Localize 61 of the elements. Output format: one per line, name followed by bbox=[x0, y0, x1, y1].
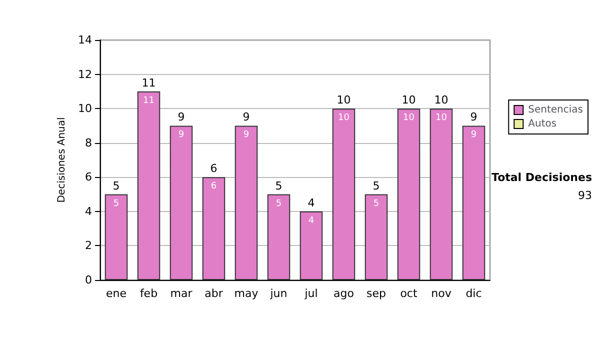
x-tick-label: mar bbox=[170, 287, 193, 300]
total-label: 10 bbox=[336, 94, 351, 107]
data-label: 5 bbox=[276, 198, 282, 209]
bar bbox=[104, 194, 128, 280]
total-label: 6 bbox=[210, 162, 218, 176]
total-label: 5 bbox=[372, 179, 380, 192]
x-tick-label: sep bbox=[366, 287, 386, 300]
y-tick-label: 12 bbox=[78, 68, 92, 81]
data-label: 4 bbox=[308, 216, 314, 226]
total-label: 5 bbox=[112, 179, 120, 192]
data-label: 10 bbox=[338, 113, 350, 124]
bar bbox=[462, 126, 486, 280]
bar bbox=[397, 108, 420, 280]
x-tick-label: ago bbox=[334, 287, 354, 300]
bar bbox=[202, 177, 226, 280]
x-tick-label: nov bbox=[431, 287, 452, 300]
text: Total Decisiones bbox=[492, 171, 592, 184]
data-label: 10 bbox=[403, 113, 415, 124]
y-tick-label: 10 bbox=[78, 102, 92, 116]
total-label: 9 bbox=[178, 110, 185, 124]
x-tick-label: dic bbox=[466, 287, 482, 300]
data-label: 9 bbox=[243, 130, 250, 140]
total-label: 11 bbox=[142, 76, 156, 90]
total-label: 10 bbox=[434, 94, 448, 107]
data-label: 6 bbox=[210, 182, 217, 192]
bar bbox=[332, 108, 356, 280]
x-tick-label: jul bbox=[304, 287, 318, 300]
data-label: 10 bbox=[436, 113, 448, 124]
bar bbox=[364, 194, 388, 280]
x-tick-label: feb bbox=[140, 287, 158, 300]
x-tick-label: oct bbox=[400, 287, 418, 300]
y-tick-label: 0 bbox=[85, 274, 92, 286]
bar bbox=[170, 126, 193, 280]
text: 93 bbox=[578, 189, 592, 202]
data-label: 9 bbox=[178, 130, 184, 140]
data-label: 5 bbox=[373, 198, 380, 209]
x-tick-label: jun bbox=[269, 287, 288, 300]
bar bbox=[234, 126, 258, 280]
y-tick-label: 8 bbox=[85, 136, 92, 150]
legend-label: Autos bbox=[528, 118, 557, 130]
total-label: 9 bbox=[242, 110, 250, 124]
y-tick-label: 14 bbox=[78, 34, 92, 46]
bar bbox=[430, 108, 453, 280]
total-label: 9 bbox=[470, 110, 478, 124]
total-label: 10 bbox=[402, 94, 416, 107]
data-label: 5 bbox=[113, 198, 120, 209]
y-tick-label: 4 bbox=[85, 204, 92, 218]
x-tick-label: abr bbox=[204, 287, 224, 300]
legend-label: Sentencias bbox=[528, 104, 584, 116]
y-axis-title: Decisiones Anual bbox=[56, 117, 68, 203]
total-label: 4 bbox=[308, 196, 315, 210]
data-label: 11 bbox=[143, 96, 154, 106]
y-tick-label: 2 bbox=[85, 239, 92, 252]
x-tick-label: ene bbox=[106, 287, 127, 300]
bar bbox=[267, 194, 290, 280]
total-label: 5 bbox=[275, 179, 282, 192]
y-tick-label: 6 bbox=[85, 170, 92, 184]
data-label: 9 bbox=[470, 130, 477, 140]
bar bbox=[137, 91, 160, 280]
bar bbox=[300, 211, 323, 280]
x-tick-label: may bbox=[234, 287, 259, 300]
